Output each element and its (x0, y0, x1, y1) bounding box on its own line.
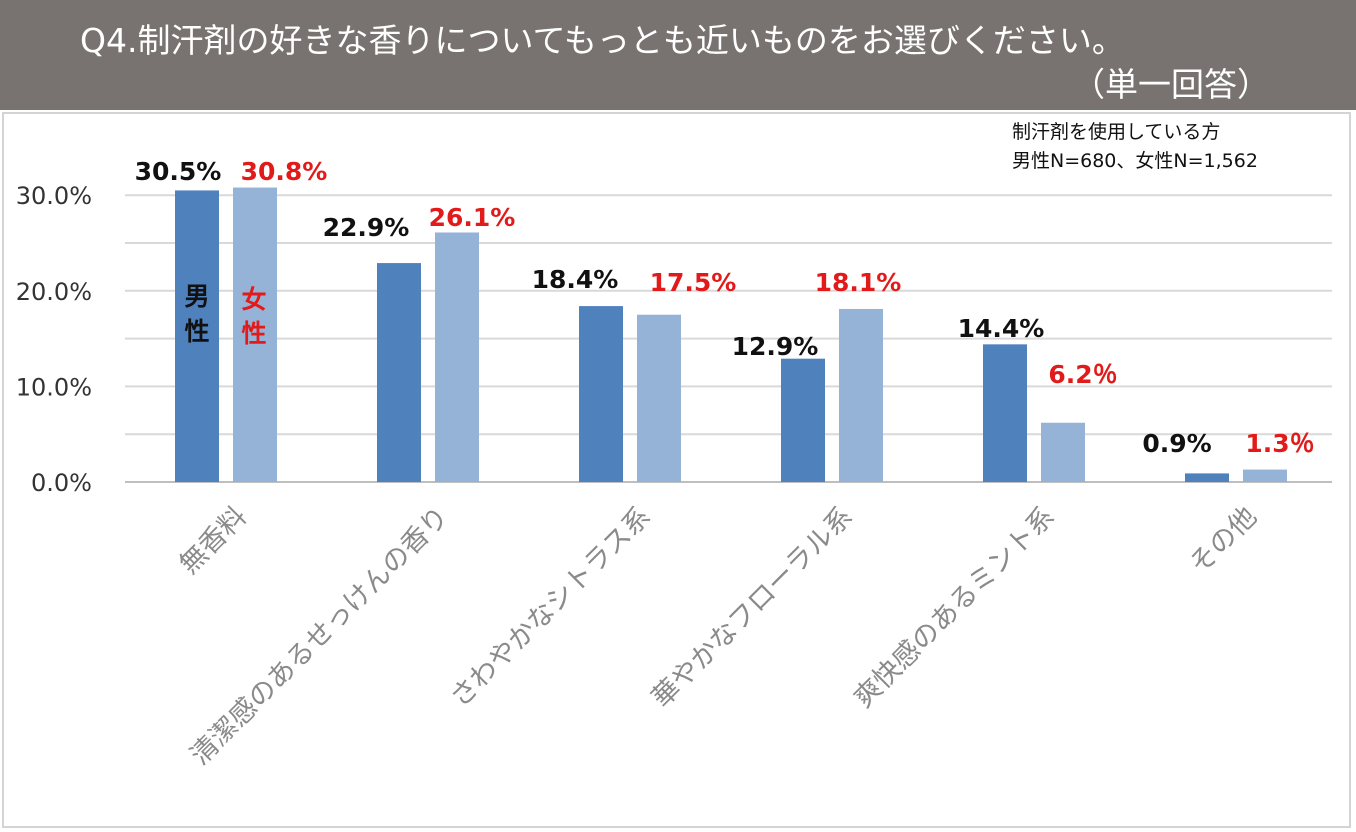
bar-male (983, 344, 1027, 482)
data-label-male: 30.5% (135, 157, 222, 186)
category-label: さわやかなシトラス系 (444, 501, 656, 713)
bar-female (1041, 422, 1085, 482)
data-label-female: 18.1% (815, 268, 902, 297)
sample-note: 制汗剤を使用している方 男性N=680、女性N=1,562 (1012, 118, 1258, 176)
bar-male (175, 190, 219, 483)
bar-female (435, 232, 479, 482)
data-label-male: 14.4% (958, 314, 1045, 343)
bar-male (377, 263, 421, 482)
bar-male (579, 306, 623, 482)
category-label: 華やかなフローラル系 (646, 501, 859, 714)
bar-female (839, 308, 883, 482)
data-label-male: 12.9% (732, 332, 819, 361)
data-label-male: 18.4% (532, 265, 619, 294)
data-label-male: 22.9% (323, 213, 410, 242)
title-banner: Q4.制汗剤の好きな香りについてもっとも近いものをお選びください。 （単一回答） (0, 0, 1356, 110)
y-tick-label: 20.0% (16, 278, 92, 306)
category-label: その他 (1184, 501, 1263, 580)
bar-female (637, 314, 681, 482)
chart-frame (2, 112, 1351, 828)
category-label: 爽快感のあるミント系 (848, 501, 1061, 714)
bar-male (781, 358, 825, 482)
y-tick-label: 0.0% (31, 469, 92, 497)
legend-male-1: 男 (184, 282, 209, 311)
data-label-female: 1.3％ (1245, 429, 1314, 458)
bar-female (1243, 469, 1287, 482)
sample-note-line1: 制汗剤を使用している方 (1012, 121, 1221, 143)
chart-subtitle: （単一回答） (1072, 65, 1270, 104)
legend-female-1: 女 (241, 285, 266, 314)
data-label-female: 6.2％ (1048, 360, 1117, 389)
category-label: 無香料 (174, 501, 253, 580)
data-label-female: 30.8% (241, 157, 328, 186)
sample-note-line2: 男性N=680、女性N=1,562 (1012, 150, 1258, 172)
legend-male-2: 性 (184, 317, 209, 346)
legend-female-2: 性 (241, 319, 266, 348)
y-tick-label: 10.0% (16, 373, 92, 401)
y-tick-label: 30.0% (16, 182, 92, 210)
bar-male (1185, 473, 1229, 482)
data-label-male: 0.9% (1142, 429, 1211, 458)
bar-female (233, 187, 277, 482)
data-label-female: 26.1% (429, 203, 516, 232)
data-label-female: 17.5% (650, 268, 737, 297)
chart-title: Q4.制汗剤の好きな香りについてもっとも近いものをお選びください。 (80, 21, 1125, 60)
